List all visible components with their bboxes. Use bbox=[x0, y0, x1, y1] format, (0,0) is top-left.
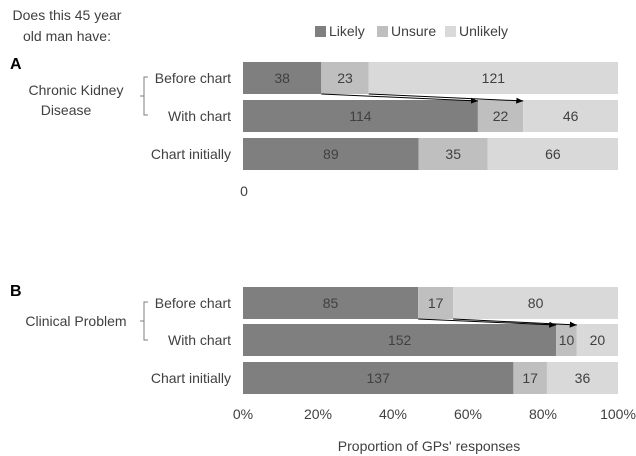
data-label: 10 bbox=[559, 332, 575, 348]
bar-segment-likely bbox=[243, 324, 557, 356]
bar-segment-unlikely bbox=[368, 62, 618, 94]
panel-letter-b: B bbox=[10, 283, 22, 300]
data-label: 38 bbox=[274, 70, 290, 86]
legend-label-unlikely: Unlikely bbox=[459, 23, 508, 39]
data-label: 114 bbox=[349, 108, 372, 124]
legend-label-unsure: Unsure bbox=[391, 23, 436, 39]
bar-segment-unlikely bbox=[523, 100, 618, 132]
legend: Likely Unsure Unlikely bbox=[315, 23, 508, 39]
data-label: 22 bbox=[493, 108, 509, 124]
category-label: Chart initially bbox=[151, 146, 231, 162]
stray-zero-label: 0 bbox=[240, 183, 248, 199]
x-tick-label: 60% bbox=[454, 406, 482, 422]
category-label: Before chart bbox=[155, 70, 231, 86]
bar-segment-unlikely bbox=[546, 362, 618, 394]
group-label-a-line-1: Chronic Kidney bbox=[29, 82, 124, 98]
x-tick-label: 100% bbox=[600, 406, 636, 422]
x-tick-label: 80% bbox=[529, 406, 557, 422]
data-label: 80 bbox=[528, 295, 544, 311]
data-label: 46 bbox=[563, 108, 579, 124]
bracket-b bbox=[140, 301, 148, 341]
shift-arrow bbox=[453, 318, 577, 328]
category-label: With chart bbox=[168, 108, 231, 124]
data-label: 35 bbox=[445, 146, 461, 162]
category-label: Before chart bbox=[155, 295, 231, 311]
x-axis-ticks: 0% 20% 40% 60% 80% 100% bbox=[233, 406, 636, 422]
data-label: 137 bbox=[367, 370, 391, 386]
data-label: 85 bbox=[323, 295, 339, 311]
group-label-a-line-2: Disease bbox=[41, 102, 92, 118]
bar-segment-unsure bbox=[321, 62, 369, 94]
bar-segment-unsure bbox=[418, 138, 488, 170]
bar-segment-likely bbox=[243, 138, 419, 170]
bar-segment-likely bbox=[243, 362, 514, 394]
category-label: Chart initially bbox=[151, 370, 231, 386]
category-label: With chart bbox=[168, 332, 231, 348]
bar-segment-likely bbox=[243, 287, 419, 319]
bars-layer: Before chart 38 23 121 With chart 114 22 46 Char… bbox=[151, 62, 618, 394]
bar-segment-unsure bbox=[477, 100, 524, 132]
panel-letter-a: A bbox=[10, 56, 22, 73]
legend-swatch-likely bbox=[315, 26, 326, 37]
x-tick-label: 40% bbox=[379, 406, 407, 422]
data-label: 17 bbox=[522, 370, 538, 386]
bar-segment-unlikely bbox=[576, 324, 618, 356]
data-label: 36 bbox=[575, 370, 591, 386]
bar-segment-likely bbox=[243, 100, 478, 132]
question-line-2: old man have: bbox=[23, 28, 111, 44]
bar-segment-unsure bbox=[418, 287, 454, 319]
legend-swatch-unsure bbox=[377, 26, 388, 37]
data-label: 121 bbox=[482, 70, 506, 86]
bar-segment-unsure bbox=[513, 362, 547, 394]
data-label: 89 bbox=[323, 146, 339, 162]
bar-segment-unsure bbox=[556, 324, 577, 356]
shift-arrow bbox=[321, 93, 478, 104]
bar-segment-unlikely bbox=[487, 138, 618, 170]
legend-swatch-unlikely bbox=[445, 26, 456, 37]
bar-segment-unlikely bbox=[453, 287, 618, 319]
shift-arrow bbox=[368, 93, 524, 104]
data-label: 66 bbox=[545, 146, 561, 162]
legend-label-likely: Likely bbox=[329, 23, 365, 39]
data-label: 152 bbox=[388, 332, 412, 348]
group-label-b: Clinical Problem bbox=[25, 313, 126, 329]
x-tick-label: 0% bbox=[233, 406, 253, 422]
question-line-1: Does this 45 year bbox=[13, 7, 122, 23]
data-label: 23 bbox=[337, 70, 353, 86]
data-label: 20 bbox=[590, 332, 606, 348]
data-label: 17 bbox=[428, 295, 444, 311]
arrows-layer bbox=[321, 93, 577, 328]
x-axis-title: Proportion of GPs' responses bbox=[338, 438, 520, 454]
bar-segment-likely bbox=[243, 62, 322, 94]
x-tick-label: 20% bbox=[304, 406, 332, 422]
shift-arrow bbox=[418, 318, 557, 328]
bracket-a bbox=[140, 76, 148, 116]
